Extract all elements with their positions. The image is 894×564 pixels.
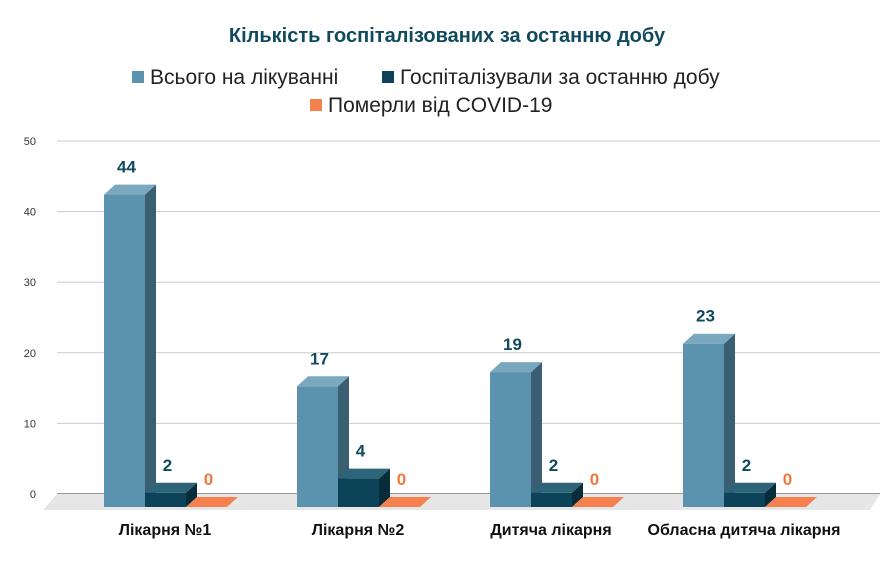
legend-swatch-2 <box>310 99 322 111</box>
bar-front <box>724 492 765 507</box>
bar-flat <box>765 497 817 507</box>
bar-2-0: 19 <box>490 335 542 507</box>
x-tick-label: Лікарня №2 <box>312 522 405 539</box>
bar-3-2: 0 <box>765 470 817 507</box>
bar-side <box>724 333 735 507</box>
bar-flat <box>379 497 431 507</box>
legend-swatch-0 <box>132 71 144 83</box>
bar-0-0: 44 <box>104 158 156 507</box>
legend: Всього на лікуванні Госпіталізували за ос… <box>132 66 720 117</box>
bar-top <box>104 184 156 195</box>
bar-top <box>145 482 197 493</box>
x-tick-label: Лікарня №1 <box>119 522 212 539</box>
data-label: 0 <box>204 470 213 489</box>
bar-2-1: 2 <box>531 456 583 507</box>
bar-front <box>683 343 724 507</box>
legend-label-2: Померли від COVID-19 <box>328 94 552 117</box>
bar-side <box>379 468 390 507</box>
y-tick-label: 50 <box>24 136 36 148</box>
data-label: 2 <box>742 456 751 475</box>
bar-side <box>145 184 156 507</box>
bars: 44 2 0 17 4 0 19 2 0 23 2 0 <box>104 158 817 507</box>
bar-front <box>145 492 186 507</box>
x-axis-labels: Лікарня №1 Лікарня №2 Дитяча лікарня Обласн… <box>119 522 841 539</box>
x-tick-label: Обласна дитяча лікарня <box>648 522 841 539</box>
bar-top <box>724 482 776 493</box>
x-tick-label: Дитяча лікарня <box>490 522 611 539</box>
y-tick-label: 20 <box>24 348 36 360</box>
bar-0-2: 0 <box>186 470 238 507</box>
data-label: 4 <box>356 442 366 461</box>
data-label: 44 <box>117 158 136 177</box>
chart-floor <box>43 494 880 510</box>
data-label: 0 <box>397 470 406 489</box>
bar-flat <box>186 497 238 507</box>
bar-front <box>490 372 531 507</box>
bar-side <box>186 482 197 507</box>
bar-side <box>765 482 776 507</box>
bar-2-2: 0 <box>572 470 624 507</box>
data-label: 0 <box>590 470 599 489</box>
bar-1-2: 0 <box>379 470 431 507</box>
bar-top <box>490 362 542 373</box>
data-label: 0 <box>783 470 792 489</box>
bar-1-1: 4 <box>338 442 390 507</box>
legend-swatch-1 <box>382 71 394 83</box>
y-tick-label: 10 <box>24 418 36 430</box>
legend-label-0: Всього на лікуванні <box>150 66 338 89</box>
bar-front <box>297 386 338 507</box>
bar-top <box>683 333 735 344</box>
legend-label-1: Госпіталізували за останню добу <box>400 66 720 89</box>
data-label: 19 <box>503 335 522 354</box>
bar-0-1: 2 <box>145 456 197 507</box>
bar-side <box>531 362 542 507</box>
chart-title: Кількість госпіталізованих за останню до… <box>229 25 666 47</box>
y-tick-label: 0 <box>30 489 36 501</box>
data-label: 23 <box>696 307 715 326</box>
bar-front <box>104 194 145 507</box>
bar-front <box>531 492 572 507</box>
bar-top <box>338 468 390 479</box>
data-label: 2 <box>163 456 172 475</box>
bar-top <box>531 482 583 493</box>
data-label: 2 <box>549 456 558 475</box>
y-tick-label: 30 <box>24 277 36 289</box>
bar-side <box>572 482 583 507</box>
bar-3-0: 23 <box>683 307 735 507</box>
floor <box>43 494 880 510</box>
bar-front <box>338 478 379 507</box>
data-label: 17 <box>310 349 329 368</box>
bar-top <box>297 376 349 387</box>
bar-flat <box>572 497 624 507</box>
bar-3-1: 2 <box>724 456 776 507</box>
y-tick-label: 40 <box>24 207 36 219</box>
